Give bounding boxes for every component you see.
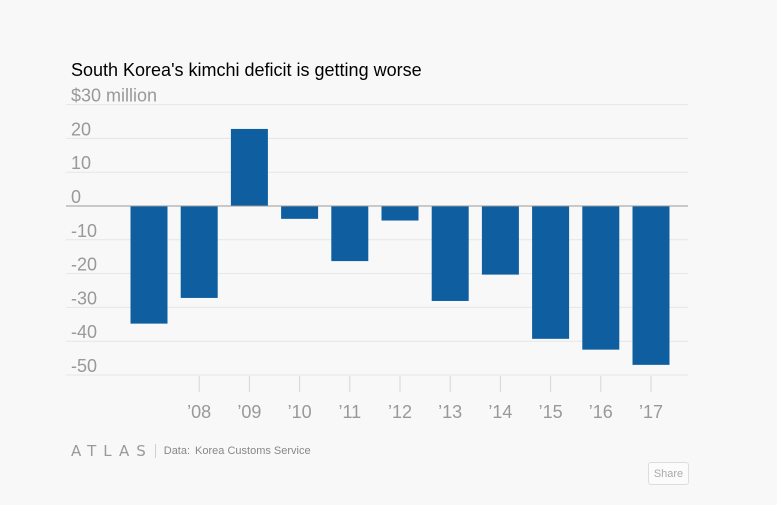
bar	[632, 206, 670, 365]
bar	[331, 206, 369, 262]
bar	[381, 206, 419, 221]
bar	[481, 206, 519, 275]
x-tick-label: ’16	[589, 402, 613, 422]
footer-divider	[154, 444, 156, 458]
chart-footer: ATLAS Data: Korea Customs Service	[71, 442, 311, 460]
source-label: Data:	[163, 445, 191, 457]
bar	[230, 128, 268, 206]
y-tick-label: 10	[71, 153, 91, 173]
x-tick-label: ’17	[639, 402, 663, 422]
bar	[582, 206, 620, 350]
chart-title: South Korea's kimchi deficit is getting …	[71, 60, 422, 80]
y-tick-label: $30 million	[71, 86, 157, 106]
bar	[130, 206, 168, 324]
x-tick-label: ’11	[338, 402, 361, 422]
y-tick-label: 0	[71, 187, 81, 207]
y-tick-label: -20	[71, 255, 97, 275]
y-tick-label: 20	[71, 119, 91, 139]
y-tick-label: -40	[71, 322, 97, 342]
y-tick-label: -50	[71, 356, 97, 376]
x-tick-label: ’15	[539, 402, 563, 422]
x-tick-label: ’12	[388, 402, 412, 422]
bar	[281, 206, 319, 219]
bar	[431, 206, 469, 301]
x-tick-label: ’14	[488, 402, 512, 422]
y-tick-label: -30	[71, 288, 97, 308]
share-button[interactable]: Share	[648, 462, 689, 485]
bar	[532, 206, 570, 339]
bar-chart: $30 million 20 10 0 -10 -20 -30 -40 -50 ’08 ’09 ’10…	[66, 86, 688, 422]
x-tick-label: ’09	[237, 402, 261, 422]
x-tick-label: ’10	[288, 402, 312, 422]
atlas-logo[interactable]: ATLAS	[71, 442, 153, 460]
bar	[180, 206, 218, 298]
x-tick-label: ’08	[187, 402, 211, 422]
source-value: Korea Customs Service	[195, 445, 311, 457]
x-tick-label: ’13	[438, 402, 462, 422]
y-tick-label: -10	[71, 221, 97, 241]
